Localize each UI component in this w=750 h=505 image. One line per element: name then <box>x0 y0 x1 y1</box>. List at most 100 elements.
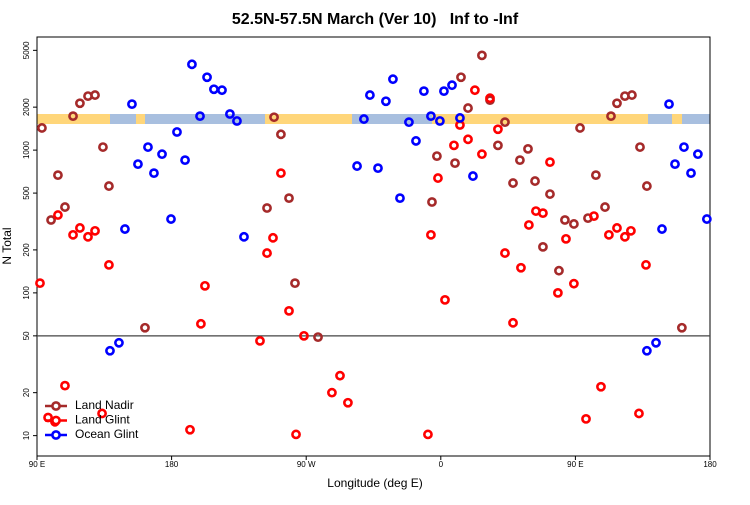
point <box>553 287 563 298</box>
point <box>365 90 375 100</box>
point <box>657 224 667 234</box>
legend-label: Land Glint <box>75 413 130 427</box>
point <box>419 86 429 97</box>
ocean-strip <box>352 114 432 124</box>
point <box>53 210 63 220</box>
point <box>98 142 108 152</box>
point <box>560 215 570 225</box>
point <box>284 305 294 316</box>
point <box>530 176 540 186</box>
point <box>455 113 465 123</box>
ocean-strip <box>145 114 265 124</box>
ocean-strip <box>110 114 136 124</box>
point <box>180 155 190 166</box>
point <box>262 248 272 258</box>
series <box>35 85 651 440</box>
point <box>426 111 436 122</box>
point <box>612 223 622 233</box>
point <box>447 80 457 91</box>
y-tick-label: 50 <box>22 331 31 340</box>
point <box>232 116 242 126</box>
point <box>634 408 644 419</box>
point <box>676 322 687 333</box>
point <box>625 225 636 236</box>
point <box>679 142 689 152</box>
point <box>276 129 286 140</box>
point <box>589 211 599 221</box>
point <box>195 111 205 122</box>
point <box>68 229 78 240</box>
point <box>395 193 405 204</box>
x-tick-label: 90 W <box>297 460 316 469</box>
point <box>485 93 495 104</box>
point <box>600 202 610 212</box>
point <box>500 248 510 258</box>
point <box>114 337 124 348</box>
point <box>187 59 197 70</box>
x-tick-label: 90 E <box>567 460 583 469</box>
point <box>463 103 473 113</box>
point <box>590 170 601 181</box>
point <box>641 260 651 270</box>
point <box>276 168 286 179</box>
point <box>604 229 614 240</box>
point <box>426 229 436 240</box>
point <box>508 178 518 188</box>
ocean-strip <box>648 114 672 124</box>
point <box>335 370 345 381</box>
legend-marker <box>51 415 61 426</box>
series <box>105 59 712 356</box>
point <box>439 86 449 97</box>
legend-marker <box>51 430 61 440</box>
point <box>635 142 645 152</box>
x-axis-label: Longitude (deg E) <box>327 476 422 490</box>
point <box>97 408 107 419</box>
point <box>554 265 564 276</box>
point <box>606 111 616 122</box>
point <box>435 116 445 126</box>
land-strip <box>265 114 352 124</box>
series <box>37 50 687 343</box>
x-tick-label: 180 <box>703 460 717 469</box>
point <box>284 193 294 204</box>
land-strip <box>672 114 682 124</box>
point <box>268 232 278 243</box>
point <box>262 203 272 213</box>
point <box>523 143 533 154</box>
point <box>75 223 85 233</box>
land-strip <box>432 114 648 124</box>
point <box>127 99 137 110</box>
point <box>299 330 309 341</box>
point <box>500 117 510 128</box>
point <box>469 85 480 96</box>
point <box>515 155 525 166</box>
point <box>423 429 433 440</box>
point <box>157 149 167 160</box>
point <box>104 181 114 191</box>
point <box>90 225 100 236</box>
point <box>627 90 637 100</box>
point <box>612 98 622 109</box>
point <box>313 332 323 343</box>
point <box>641 345 652 356</box>
point <box>449 140 459 151</box>
point <box>569 278 579 289</box>
point <box>200 280 210 291</box>
y-tick-label: 500 <box>22 186 31 200</box>
point <box>166 214 176 224</box>
y-axis-label: N Total <box>0 227 14 264</box>
point <box>217 85 227 96</box>
point <box>463 134 473 145</box>
point <box>53 170 63 181</box>
point <box>432 151 442 162</box>
point <box>60 202 70 212</box>
point <box>133 159 143 170</box>
point <box>404 117 414 128</box>
point <box>427 197 437 207</box>
ocean-strip <box>682 114 710 124</box>
point <box>290 278 300 289</box>
point <box>620 231 630 242</box>
point <box>104 260 114 270</box>
